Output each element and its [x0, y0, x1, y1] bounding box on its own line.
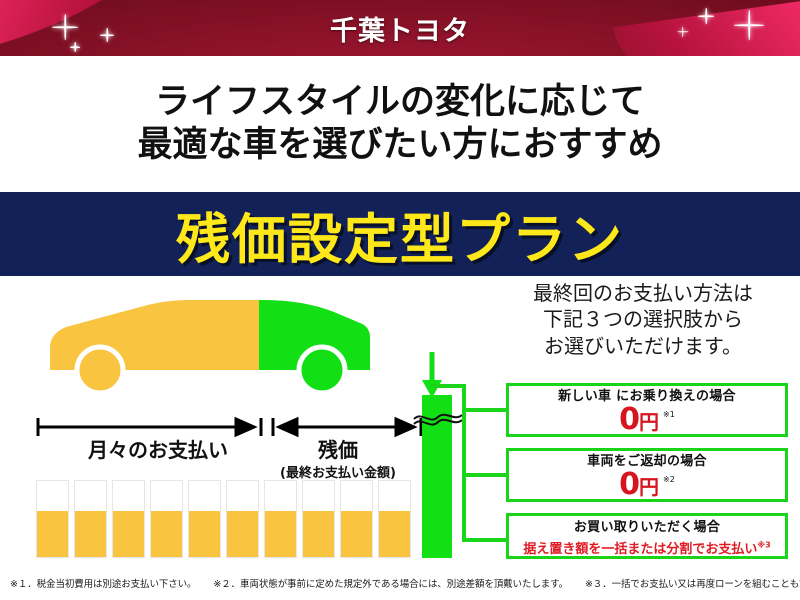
- payment-option-trade-in[interactable]: 新しい車 にお乗り換えの場合 0 円 ※1: [506, 383, 788, 437]
- plan-banner: 残価設定型プラン: [0, 192, 800, 276]
- bar-column: [302, 480, 335, 558]
- payment-intro-line-1: 最終回のお支払い方法は: [533, 281, 753, 305]
- option-amount-value: 0: [619, 467, 640, 502]
- measurement-arrows: [30, 416, 460, 438]
- bar-column: [264, 480, 297, 558]
- label-monthly-payment: 月々のお支払い: [88, 438, 228, 462]
- car-body-green: [259, 300, 370, 393]
- option-description-text: 据え置き額を一括または分割でお支払い: [523, 541, 758, 557]
- footnote-2: ※２．車両状態が事前に定めた規定外である場合には、別途差額を頂戴いたします。: [213, 579, 569, 590]
- option-amount-unit: 円: [639, 410, 660, 434]
- payment-intro-text: 最終回のお支払い方法は 下記３つの選択肢から お選びいただけます。: [486, 280, 800, 359]
- option-amount-value: 0: [619, 402, 640, 437]
- bar-column: [36, 480, 69, 558]
- payment-intro-line-2: 下記３つの選択肢から: [543, 307, 743, 332]
- tagline-section: ライフスタイルの変化に応じて 最適な車を選びたい方におすすめ: [0, 56, 800, 192]
- monthly-bars-group: [36, 480, 411, 558]
- footnote-1: ※１．税金当初費用は別途お支払い下さい。: [10, 579, 197, 590]
- car-body-orange: [50, 300, 259, 393]
- header-banner: 千葉トヨタ: [0, 0, 800, 56]
- option-amount: 0 円 ※2: [619, 470, 675, 500]
- bar-column: [226, 480, 259, 558]
- payment-option-buyout[interactable]: お買い取りいただく場合 据え置き額を一括または分割でお支払い※3: [506, 513, 788, 559]
- option-title: 新しい車 にお乗り換えの場合: [558, 389, 736, 404]
- tagline-line-1: ライフスタイルの変化に応じて: [154, 81, 645, 122]
- option-footnote-ref: ※1: [663, 410, 675, 419]
- car-illustration: [22, 282, 472, 402]
- footnotes-text: ※１．税金当初費用は別途お支払い下さい。 ※２．車両状態が事前に定めた規定外であ…: [0, 576, 800, 590]
- footnote-3: ※３．一括でお支払い又は再度ローンを組むこともできます。: [584, 579, 800, 590]
- option-footnote-ref: ※3: [757, 540, 771, 550]
- option-footnote-ref: ※2: [663, 475, 675, 484]
- option-description: 据え置き額を一括または分割でお支払い※3: [523, 538, 771, 557]
- bar-column: [378, 480, 411, 558]
- plan-title: 残価設定型プラン: [176, 207, 624, 271]
- option-amount: 0 円 ※1: [619, 405, 675, 435]
- label-residual-main: 残価: [318, 438, 358, 462]
- payment-bar-chart: [36, 352, 463, 558]
- bar-column: [188, 480, 221, 558]
- option-title: 車両をご返却の場合: [587, 454, 707, 469]
- connector-lines: [430, 372, 510, 558]
- label-residual-value: 残価 (最終お支払い金額): [258, 434, 418, 481]
- payment-options-panel: 最終回のお支払い方法は 下記３つの選択肢から お選びいただけます。 新しい車 に…: [486, 276, 800, 566]
- bar-column: [340, 480, 373, 558]
- payment-option-return[interactable]: 車両をご返却の場合 0 円 ※2: [506, 448, 788, 502]
- tagline-line-2: 最適な車を選びたい方におすすめ: [137, 125, 663, 165]
- dealer-name: 千葉トヨタ: [330, 15, 470, 47]
- footnotes-bar: ※１．税金当初費用は別途お支払い下さい。 ※２．車両状態が事前に定めた規定外であ…: [0, 566, 800, 600]
- label-residual-sub: (最終お支払い金額): [280, 466, 396, 481]
- bar-column: [150, 480, 183, 558]
- bar-column: [112, 480, 145, 558]
- payment-intro-line-3: お選びいただけます。: [544, 333, 742, 358]
- option-amount-unit: 円: [639, 475, 660, 499]
- option-title: お買い取りいただく場合: [573, 519, 721, 535]
- bar-column: [74, 480, 107, 558]
